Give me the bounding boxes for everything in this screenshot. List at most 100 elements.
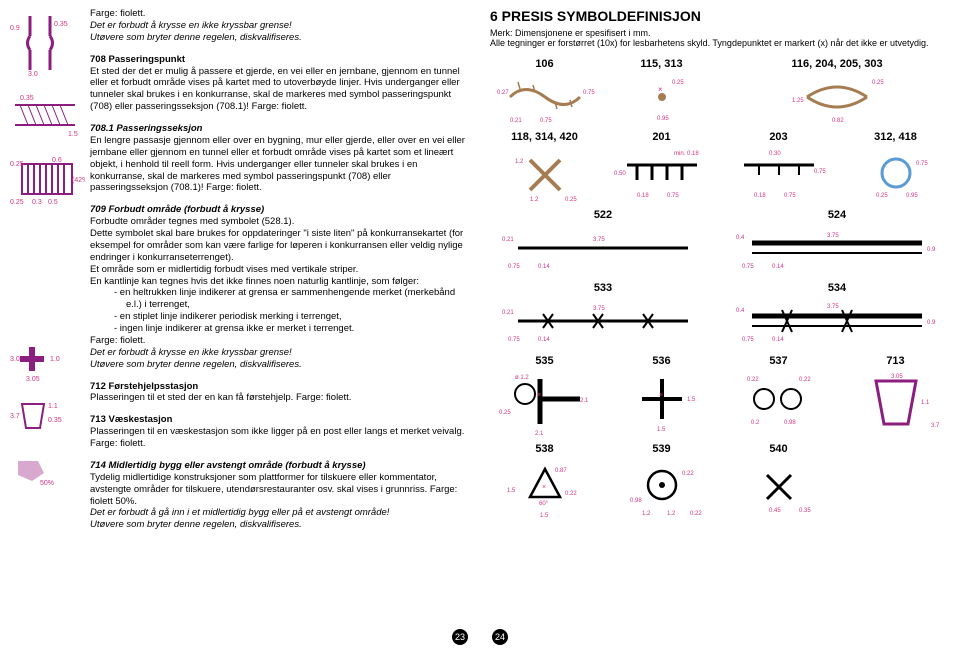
cell-533: 533 0.21 3.75 0.75 0.14 [490,282,716,351]
cell-538: 538 × 0.87 1.5 60° 0.22 1.5 [490,443,599,522]
symbol-708: 0.9 0.35 3.0 [10,8,90,78]
svg-text:0.25: 0.25 [499,410,511,416]
cell-num: 116, 204, 205, 303 [724,58,950,70]
svg-text:×: × [658,85,663,94]
cell-312: 312, 418 0.75 0.25 0.95 [841,131,950,205]
symbol-grid: 106 0.27 0.75 0.21 0.75 115, 313 × [490,58,950,522]
cell-713r: 713 3.05 1.1 3.7 [841,355,950,439]
svg-text:0.25: 0.25 [565,197,577,203]
svg-text:0.21: 0.21 [502,237,514,243]
svg-text:3.75: 3.75 [827,233,839,239]
dim: 0.35 [20,95,34,102]
svg-text:60°: 60° [539,501,549,507]
svg-text:3.75: 3.75 [827,304,839,310]
page-number-left: 23 [452,629,468,645]
svg-text:0.22: 0.22 [565,491,577,497]
svg-text:ø 1.2: ø 1.2 [515,375,529,381]
svg-text:1.25: 1.25 [792,98,804,104]
line: Farge: fiolett. [90,8,470,20]
cell-534: 534 0.4 3.75 0.75 0.14 0.9 [724,282,950,351]
svg-text:0.21: 0.21 [510,118,522,124]
cell-539: 539 0.22 0.98 1.2 1.2 0.22 [607,443,716,522]
dim: 3.7 [10,413,20,420]
svg-text:0.22: 0.22 [682,471,694,477]
cell-203: 203 0.30 0.75 0.18 0.75 [724,131,833,205]
cell-106: 106 0.27 0.75 0.21 0.75 [490,58,599,127]
svg-text:0.9: 0.9 [927,247,936,253]
svg-text:0.4: 0.4 [736,308,745,314]
bullet: - en heltrukken linje indikerer at grens… [114,287,470,311]
symbol-column: 0.9 0.35 3.0 0.35 1.5 [10,8,90,643]
symbol-712: 3.0 1.0 3.05 [10,339,90,384]
block-708: 708 Passeringspunkt Et sted der det er m… [90,54,470,113]
svg-text:2.1: 2.1 [580,398,589,404]
svg-text:0.25: 0.25 [872,80,884,86]
svg-text:min. 0.18: min. 0.18 [674,151,699,157]
svg-text:0.82: 0.82 [832,118,844,124]
svg-text:0.45: 0.45 [769,508,781,514]
cell-201: 201 min. 0.18 0.50 0.18 0.75 [607,131,716,205]
svg-text:1.5: 1.5 [687,397,696,403]
page-number-right: 24 [492,629,508,645]
svg-text:0.98: 0.98 [784,420,796,426]
line: Det er forbudt å krysse en ikke kryssbar… [90,347,470,359]
cell-num: 118, 314, 420 [490,131,599,143]
title: 708 Passeringspunkt [90,54,185,65]
cell-num: 539 [607,443,716,455]
svg-text:0.9: 0.9 [927,320,936,326]
block-712: 712 Førstehjelpsstasjon Plasseringen til… [90,381,470,405]
body: En lengre passasje gjennom eller over en… [90,135,470,194]
svg-text:0.95: 0.95 [906,193,918,199]
svg-text:0.75: 0.75 [583,90,595,96]
cell-num: 312, 418 [841,131,950,143]
bullet: - en stiplet linje indikerer periodisk m… [114,311,470,323]
block-713: 713 Væskestasjon Plasseringen til en væs… [90,414,470,450]
cell-num: 713 [841,355,950,367]
svg-text:0.75: 0.75 [508,264,520,270]
left-page: 0.9 0.35 3.0 0.35 1.5 [0,0,480,651]
body: Forbudte områder tegnes med symbolet (52… [90,216,470,228]
cell-116: 116, 204, 205, 303 0.25 1.25 0.82 [724,58,950,127]
block-7081: 708.1 Passeringsseksjon En lengre passas… [90,123,470,194]
body: Plasseringen til en væskestasjon som ikk… [90,426,470,450]
dim: 1.1 [48,403,58,410]
cell-num: 201 [607,131,716,143]
dim: (42%) [72,177,85,184]
dim: 0.25 [10,161,24,168]
cell-536: 536 × 1.5 1.5 [607,355,716,439]
cell-num: 524 [724,209,950,221]
svg-text:0.14: 0.14 [772,337,784,343]
svg-text:3.75: 3.75 [593,237,605,243]
svg-text:3.05: 3.05 [891,374,903,380]
cell-537: 537 0.22 0.22 0.2 0.98 [724,355,833,439]
svg-text:0.22: 0.22 [747,377,759,383]
cell-empty [841,443,950,522]
cell-num: 115, 313 [607,58,716,70]
dim: 3.05 [26,376,40,383]
dim: 3.0 [28,71,38,78]
svg-text:0.22: 0.22 [799,377,811,383]
cell-535: 535 × ø 1.2 0.25 2.1 2.1 [490,355,599,439]
cell-522: 522 0.21 3.75 0.75 0.14 [490,209,716,278]
cell-115: 115, 313 × 0.25 0.95 [607,58,716,127]
title: 712 Førstehjelpsstasjon [90,381,198,392]
svg-text:0.75: 0.75 [540,118,552,124]
svg-text:0.75: 0.75 [742,337,754,343]
line: Utøvere som bryter denne regelen, diskva… [90,359,470,371]
title: 708.1 Passeringsseksjon [90,123,203,134]
bullet: - ingen linje indikerer at grensa ikke e… [114,323,470,335]
cell-524: 524 0.4 3.75 0.75 0.14 0.9 [724,209,950,278]
dim: 0.5 [48,199,58,206]
body: En kantlinje kan tegnes hvis det ikke fi… [90,276,470,288]
svg-text:1.1: 1.1 [921,400,930,406]
line: Det er forbudt å krysse en ikke kryssbar… [90,20,470,32]
block-714: 714 Midlertidig bygg eller avstengt områ… [90,460,470,531]
svg-text:0.27: 0.27 [497,90,509,96]
cell-118: 118, 314, 420 1.2 1.2 0.25 [490,131,599,205]
bullets: - en heltrukken linje indikerer at grens… [90,287,470,335]
svg-text:1.5: 1.5 [657,427,666,433]
svg-text:0.75: 0.75 [784,193,796,199]
dim: 0.35 [48,417,62,424]
cell-num: 203 [724,131,833,143]
right-note: Merk: Dimensjonene er spesifisert i mm. … [490,28,950,48]
